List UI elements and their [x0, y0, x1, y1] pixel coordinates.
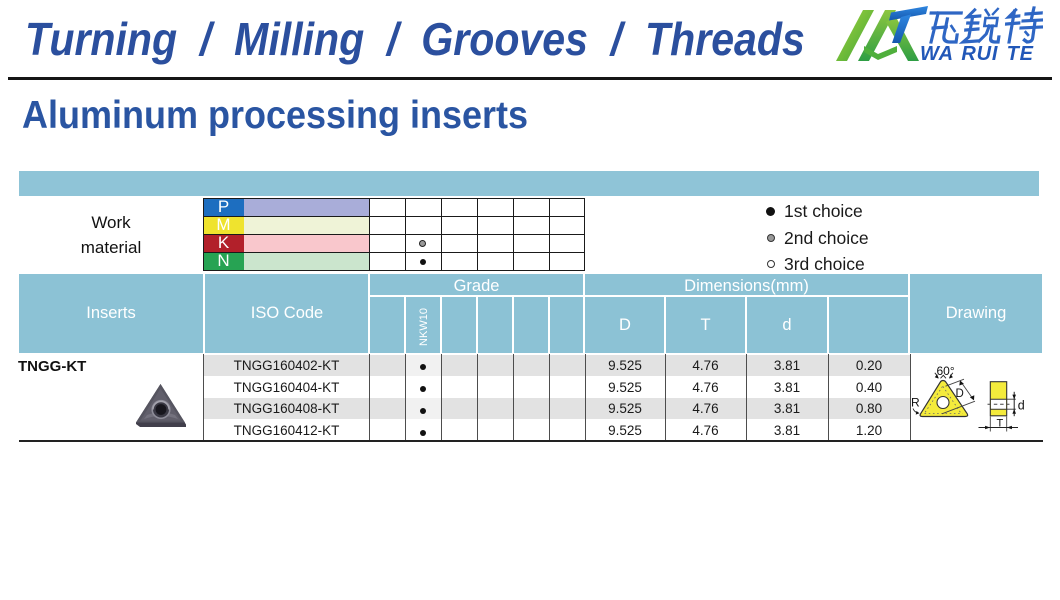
- svg-text:T: T: [997, 418, 1004, 430]
- svg-text:d: d: [1018, 399, 1025, 413]
- svg-text:60°: 60°: [937, 364, 955, 378]
- svg-text:D: D: [956, 388, 964, 400]
- svg-text:R: R: [911, 396, 920, 410]
